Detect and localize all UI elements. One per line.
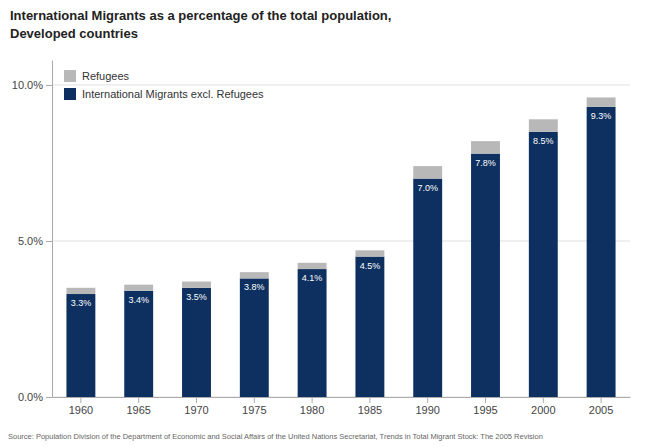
tick-mark — [138, 397, 139, 403]
tick-mark — [543, 397, 544, 403]
bar — [413, 166, 442, 178]
data-label: 8.5% — [533, 136, 554, 146]
bar — [529, 119, 558, 131]
bar — [298, 269, 327, 397]
tick: 1960 — [69, 397, 93, 416]
data-label: 7.8% — [475, 158, 496, 168]
data-label: 3.8% — [244, 282, 265, 292]
bar — [529, 132, 558, 397]
tick: 1995 — [473, 397, 497, 416]
tick: 1975 — [242, 397, 266, 416]
tick-mark — [485, 397, 486, 403]
subtitle: Developed countries — [10, 26, 138, 41]
bar — [471, 154, 500, 397]
title: International Migrants as a percentage o… — [10, 8, 391, 23]
series — [66, 107, 615, 397]
bar — [298, 263, 327, 269]
tick: 1965 — [126, 397, 150, 416]
tick: 1985 — [358, 397, 382, 416]
legend-item: International Migrants excl. Refugees — [64, 88, 264, 100]
tick-label: 1990 — [415, 404, 439, 416]
series — [66, 97, 615, 294]
tick-mark — [46, 241, 52, 242]
data-label: 4.5% — [360, 261, 381, 271]
tick: 1990 — [415, 397, 439, 416]
bar — [124, 291, 153, 397]
tick-label: 1975 — [242, 404, 266, 416]
source: Source: Population Division of the Depar… — [8, 432, 543, 441]
axis-line — [52, 61, 53, 398]
x-axis: 1960 1965 1970 1975 1980 1985 1990 1995 2000 2005 — [53, 397, 631, 416]
data-label: 7.0% — [417, 183, 438, 193]
tick-label: 10.0% — [12, 79, 43, 91]
bar — [413, 179, 442, 397]
bar — [240, 278, 269, 397]
bar — [66, 294, 95, 397]
legend-item: Refugees — [64, 70, 130, 82]
tick-label: 1980 — [300, 404, 324, 416]
tick-label: 5.0% — [18, 235, 43, 247]
tick-mark — [46, 397, 52, 398]
tick: 1970 — [184, 397, 208, 416]
tick-label: 1965 — [126, 404, 150, 416]
tick-label: 1985 — [358, 404, 382, 416]
y-axis: 0.0% 5.0% 10.0% — [12, 61, 53, 404]
tick-label: 1960 — [69, 404, 93, 416]
tick-mark — [312, 397, 313, 403]
tick-label: 2005 — [589, 404, 613, 416]
legend-swatch — [64, 88, 76, 100]
legend-label: International Migrants excl. Refugees — [82, 88, 264, 100]
tick: 2005 — [589, 397, 613, 416]
grid — [52, 85, 630, 397]
bar — [471, 141, 500, 153]
legend-label: Refugees — [82, 70, 130, 82]
bar — [587, 107, 616, 397]
tick: 10.0% — [12, 79, 52, 91]
bar — [240, 272, 269, 278]
bar — [182, 288, 211, 397]
tick: 5.0% — [18, 235, 52, 247]
data-label: 3.5% — [186, 292, 207, 302]
tick-mark — [601, 397, 602, 403]
bar — [355, 257, 384, 397]
grid-line — [52, 84, 630, 85]
data-labels: 3.3% 3.4% 3.5% 3.8% 4.1% 4.5% 7.0% 7.8% 8.5% 9.3% — [71, 111, 612, 308]
bar — [66, 288, 95, 294]
data-label: 3.3% — [71, 298, 92, 308]
tick-label: 1970 — [184, 404, 208, 416]
chart: International Migrants as a percentage o… — [0, 0, 650, 447]
tick-mark — [369, 397, 370, 403]
tick-mark — [427, 397, 428, 403]
tick-label: 0.0% — [18, 391, 43, 403]
legend: Refugees International Migrants excl. Ref… — [64, 70, 264, 100]
bars — [66, 97, 615, 397]
data-label: 3.4% — [128, 295, 149, 305]
tick: 1980 — [300, 397, 324, 416]
tick-label: 2000 — [531, 404, 555, 416]
bar — [355, 250, 384, 256]
data-label: 9.3% — [591, 111, 612, 121]
plot: 3.3% 3.4% 3.5% 3.8% 4.1% 4.5% 7.0% 7.8% 8.5% 9.3%… — [12, 61, 631, 416]
bar — [182, 282, 211, 288]
legend-swatch — [64, 70, 76, 82]
tick-label: 1995 — [473, 404, 497, 416]
tick-mark — [80, 397, 81, 403]
bar — [587, 97, 616, 106]
tick: 2000 — [531, 397, 555, 416]
data-label: 4.1% — [302, 273, 323, 283]
bar — [124, 285, 153, 291]
tick-mark — [196, 397, 197, 403]
tick-mark — [254, 397, 255, 403]
tick: 0.0% — [18, 391, 52, 403]
tick-mark — [46, 85, 52, 86]
